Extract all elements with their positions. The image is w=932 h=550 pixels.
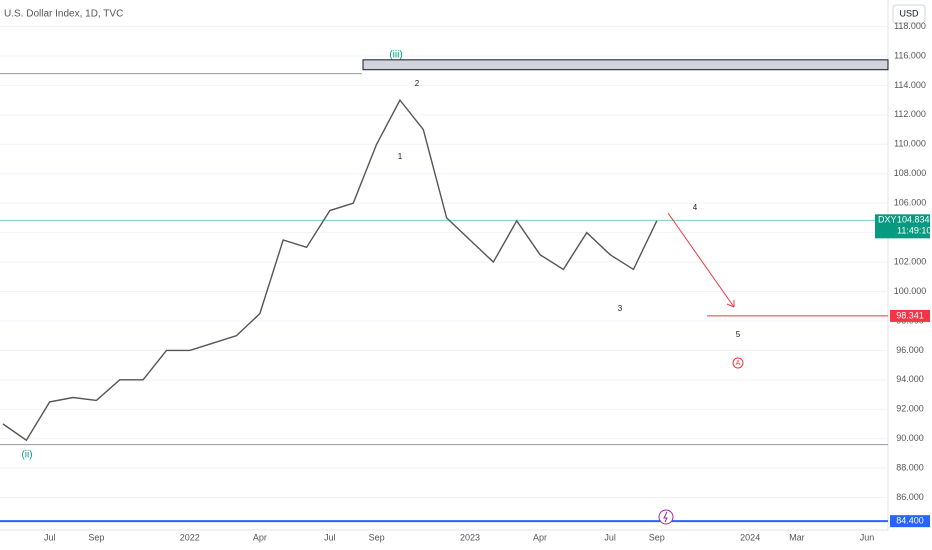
price-line-box xyxy=(890,515,930,528)
y-tick-label: 106.000 xyxy=(894,198,927,208)
price-line-label: 84.400 xyxy=(896,516,924,526)
event-icon-bolt xyxy=(663,511,668,523)
y-tick-label: 118.000 xyxy=(894,21,926,31)
y-tick-label: 90.000 xyxy=(896,433,924,443)
y-tick-label: 86.000 xyxy=(896,492,924,502)
last-price-box xyxy=(875,214,930,239)
y-tick-label: 96.000 xyxy=(896,345,924,355)
x-tick-label: Mar xyxy=(789,532,805,542)
y-tick-label: 92.000 xyxy=(896,404,924,414)
x-tick-label: 2024 xyxy=(740,532,760,542)
x-tick-label: Jun xyxy=(860,532,875,542)
x-tick-label: Jul xyxy=(604,532,616,542)
y-tick-label: 100.000 xyxy=(894,286,927,296)
x-tick-label: Jul xyxy=(44,532,56,542)
event-icon[interactable] xyxy=(658,509,674,525)
wave-label: 4 xyxy=(693,203,698,212)
wave-label: (iii) xyxy=(389,50,402,61)
y-tick-label: 88.000 xyxy=(896,463,924,473)
x-tick-label: Jul xyxy=(324,532,336,542)
forecast-arrow xyxy=(667,212,735,308)
wave-label: 1 xyxy=(398,152,403,161)
y-tick-label: 116.000 xyxy=(894,50,926,60)
currency-button[interactable] xyxy=(892,4,926,24)
y-tick-label: 112.000 xyxy=(894,109,926,119)
price-line xyxy=(2,98,658,442)
chart-title: U.S. Dollar Index, 1D, TVC xyxy=(4,9,123,20)
wave-label: A xyxy=(736,360,741,367)
x-tick-label: Sep xyxy=(88,532,104,542)
x-tick-label: Sep xyxy=(369,532,385,542)
y-tick-label: 94.000 xyxy=(896,374,924,384)
x-tick-label: Apr xyxy=(253,532,267,542)
symbol-label: DXY xyxy=(878,215,897,225)
price-line-label: 98.341 xyxy=(896,310,924,320)
y-tick-label: 114.000 xyxy=(894,80,926,90)
wave-circle xyxy=(732,357,744,369)
wave-label: 2 xyxy=(415,79,420,88)
resistance-zone xyxy=(362,59,889,71)
y-tick-label: 102.000 xyxy=(894,256,927,266)
price-line-box xyxy=(890,309,930,322)
wave-label: 3 xyxy=(618,304,623,313)
wave-label: (ii) xyxy=(21,450,32,461)
x-tick-label: 2022 xyxy=(180,532,200,542)
y-tick-label: 110.000 xyxy=(894,139,926,149)
countdown-label: 11:49:10 xyxy=(897,226,931,236)
currency-label[interactable]: USD xyxy=(899,8,919,18)
x-tick-label: 2023 xyxy=(460,532,480,542)
last-price-label: 104.834 xyxy=(897,215,930,225)
x-tick-label: Apr xyxy=(533,532,547,542)
forecast-arrowhead xyxy=(726,300,735,308)
x-tick-label: Sep xyxy=(649,532,665,542)
y-tick-label: 108.000 xyxy=(894,168,927,178)
wave-label: 5 xyxy=(736,330,741,339)
